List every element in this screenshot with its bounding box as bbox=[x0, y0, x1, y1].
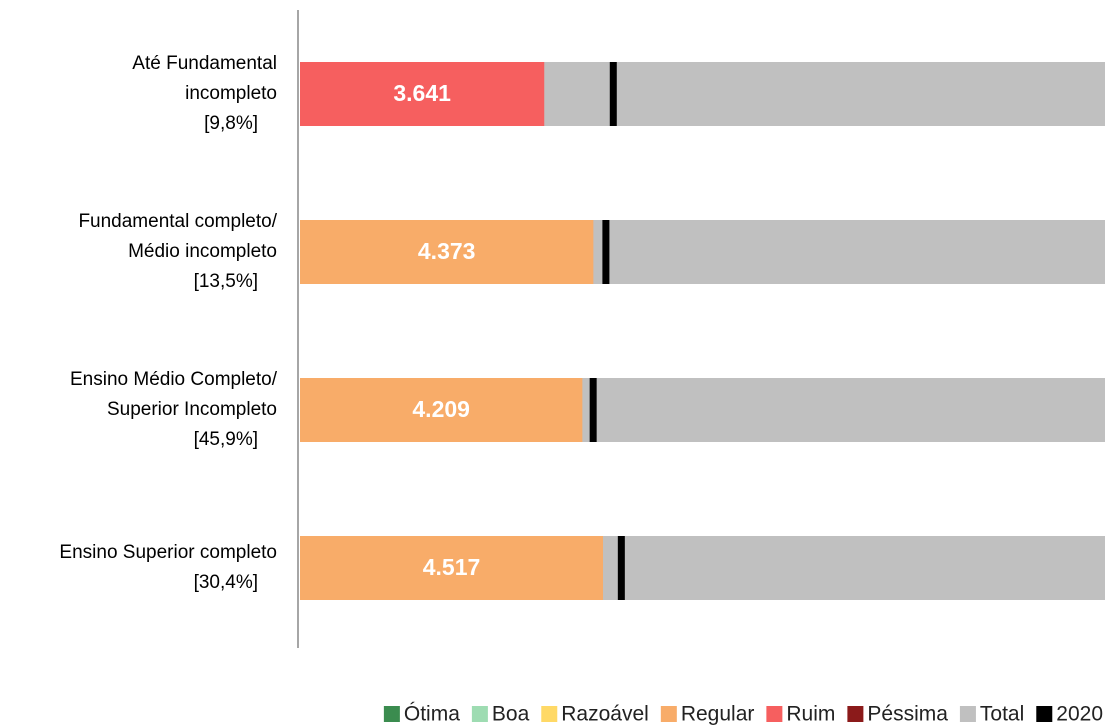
legend-label: Regular bbox=[681, 703, 755, 725]
category-label: Até Fundamental bbox=[132, 53, 277, 74]
legend-swatch bbox=[1036, 706, 1053, 722]
legend-label: 2020 bbox=[1056, 703, 1103, 725]
category-label: Superior Incompleto bbox=[107, 399, 277, 420]
bar bbox=[300, 378, 583, 442]
legend-swatch bbox=[766, 706, 783, 722]
value-label: 4.209 bbox=[412, 396, 470, 422]
marker-2020 bbox=[609, 62, 617, 126]
category-label: Ensino Médio Completo/ bbox=[70, 369, 278, 390]
legend-swatch bbox=[541, 706, 558, 722]
category-label: [9,8%] bbox=[204, 113, 258, 134]
legend-label: Ótima bbox=[404, 703, 460, 725]
marker-2020 bbox=[617, 536, 625, 600]
category-label: Fundamental completo/ bbox=[78, 211, 277, 232]
legend-label: Total bbox=[980, 703, 1024, 725]
legend-label: Péssima bbox=[867, 703, 948, 725]
legend-swatch bbox=[383, 706, 400, 722]
value-label: 4.373 bbox=[418, 238, 476, 264]
bar bbox=[300, 220, 594, 284]
value-label: 4.517 bbox=[423, 554, 481, 580]
legend-label: Boa bbox=[492, 703, 530, 725]
legend-label: Ruim bbox=[786, 703, 835, 725]
value-label: 3.641 bbox=[393, 80, 451, 106]
marker-2020 bbox=[589, 378, 597, 442]
legend-label: Razoável bbox=[561, 703, 649, 725]
category-label: incompleto bbox=[185, 83, 277, 104]
category-label: [30,4%] bbox=[194, 572, 258, 593]
legend-swatch bbox=[959, 706, 976, 722]
marker-2020 bbox=[602, 220, 610, 284]
category-label: Médio incompleto bbox=[128, 241, 277, 262]
category-label: [13,5%] bbox=[194, 271, 258, 292]
bar bbox=[300, 62, 545, 126]
legend-swatch bbox=[847, 706, 864, 722]
category-label: Ensino Superior completo bbox=[59, 542, 277, 563]
legend-swatch bbox=[660, 706, 677, 722]
category-label: [45,9%] bbox=[194, 429, 258, 450]
legend-swatch bbox=[471, 706, 488, 722]
bar bbox=[300, 536, 604, 600]
